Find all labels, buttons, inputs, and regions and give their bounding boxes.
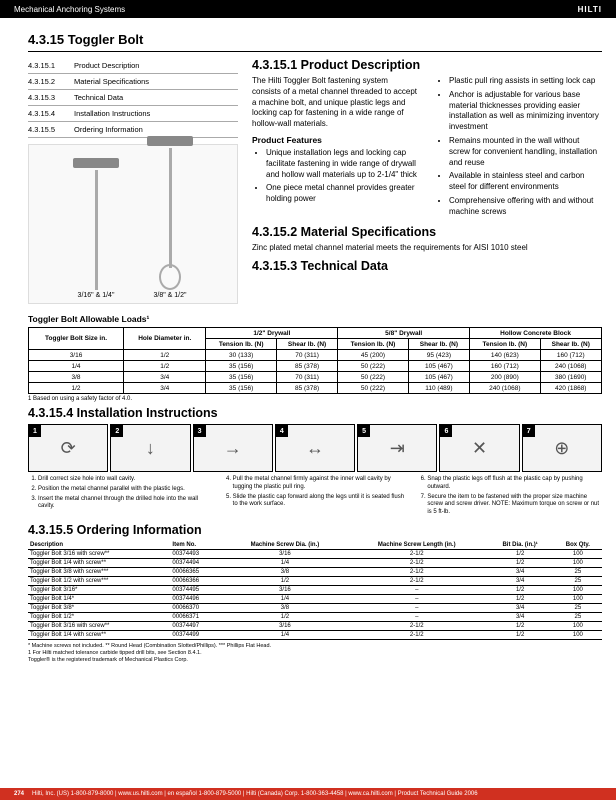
pull-icon: ↔ <box>306 438 324 459</box>
hilti-logo: HILTI <box>578 5 602 14</box>
title-rule <box>28 51 602 52</box>
header-bar: Mechanical Anchoring Systems HILTI <box>0 0 616 18</box>
install-step-text: Drill correct size hole into wall cavity… <box>28 476 602 519</box>
insert-icon: → <box>224 438 242 459</box>
table-row: Toggler Bolt 1/4*003744961/4–1/2100 <box>28 594 602 603</box>
product-diagram: 3/16" & 1/4" 3/8" & 1/2" <box>28 144 238 304</box>
ordering-table: DescriptionItem No. Machine Screw Dia. (… <box>28 541 602 640</box>
section3-title: 4.3.15.3 Technical Data <box>252 259 602 273</box>
section2-title: 4.3.15.2 Material Specifications <box>252 225 602 239</box>
snap-icon: ✕ <box>472 438 487 459</box>
page-footer: 274 Hilti, Inc. (US) 1-800-879-8000 | ww… <box>0 788 616 800</box>
toc-row: 4.3.15.5Ordering Information <box>28 122 238 138</box>
page-title: 4.3.15 Toggler Bolt <box>28 32 602 47</box>
header-category: Mechanical Anchoring Systems <box>14 5 125 14</box>
table-of-contents: 4.3.15.1Product Description 4.3.15.2Mate… <box>28 58 238 304</box>
install-step-icons: 1⟳ 2↓ 3→ 4↔ 5⇥ 6✕ 7⊕ <box>28 424 602 472</box>
table-row: Toggler Bolt 3/8 with screw***000663653/… <box>28 567 602 576</box>
features-title: Product Features <box>252 135 419 145</box>
toc-row: 4.3.15.3Technical Data <box>28 90 238 106</box>
toc-row: 4.3.15.2Material Specifications <box>28 74 238 90</box>
table-row: 1/23/435 (156)85 (378)50 (222)110 (489)2… <box>29 383 602 394</box>
section2-text: Zinc plated metal channel material meets… <box>252 243 602 254</box>
product-description-section: 4.3.15.1 Product Description The Hilti T… <box>252 58 602 273</box>
toc-row: 4.3.15.1Product Description <box>28 58 238 74</box>
table-row: Toggler Bolt 3/16 with screw**003744973/… <box>28 621 602 630</box>
table-row: Toggler Bolt 1/2 with screw***000663661/… <box>28 576 602 585</box>
drill-icon: ⟳ <box>61 438 76 459</box>
table-footnote: 1 Based on using a safety factor of 4.0. <box>28 396 602 402</box>
intro-text: The Hilti Toggler Bolt fastening system … <box>252 76 419 130</box>
technical-data-section: Toggler Bolt Allowable Loads¹ Toggler Bo… <box>28 304 602 664</box>
table-title: Toggler Bolt Allowable Loads¹ <box>28 314 602 324</box>
table-row: 1/41/235 (156)85 (378)50 (222)105 (467)1… <box>29 361 602 372</box>
slide-icon: ⇥ <box>390 438 405 459</box>
page-number: 274 <box>14 791 24 797</box>
right-features: Plastic pull ring assists in setting loc… <box>435 76 602 218</box>
section1-title: 4.3.15.1 Product Description <box>252 58 602 72</box>
footer-text: Hilti, Inc. (US) 1-800-879-8000 | www.us… <box>32 791 478 797</box>
table-row: 3/83/435 (156)70 (311)50 (222)105 (467)2… <box>29 372 602 383</box>
page-content: 4.3.15 Toggler Bolt 4.3.15.1Product Desc… <box>0 18 616 694</box>
bolt-illustration-left: 3/16" & 1/4" <box>73 158 119 299</box>
table-row: Toggler Bolt 3/16*003744953/16–1/2100 <box>28 585 602 594</box>
toc-row: 4.3.15.4Installation Instructions <box>28 106 238 122</box>
table-row: Toggler Bolt 1/4 with screw**003744991/4… <box>28 630 602 639</box>
section4-title: 4.3.15.4 Installation Instructions <box>28 406 602 420</box>
table-row: 3/161/230 (133)70 (311)45 (200)95 (423)1… <box>29 350 602 361</box>
loads-table: Toggler Bolt Size in. Hole Diameter in. … <box>28 327 602 394</box>
table-row: Toggler Bolt 1/4 with screw**003744941/4… <box>28 558 602 567</box>
table-row: Toggler Bolt 3/8*000663703/8–3/425 <box>28 603 602 612</box>
screw-icon: ⊕ <box>554 438 569 459</box>
section5-title: 4.3.15.5 Ordering Information <box>28 523 602 537</box>
table-row: Toggler Bolt 1/2*000663711/2–3/425 <box>28 612 602 621</box>
left-features: Unique installation legs and locking cap… <box>252 148 419 205</box>
align-icon: ↓ <box>146 438 155 459</box>
table-row: Toggler Bolt 3/16 with screw**003744933/… <box>28 549 602 558</box>
bolt-illustration-right: 3/8" & 1/2" <box>147 136 193 299</box>
order-notes: * Machine screws not included. ** Round … <box>28 643 602 664</box>
